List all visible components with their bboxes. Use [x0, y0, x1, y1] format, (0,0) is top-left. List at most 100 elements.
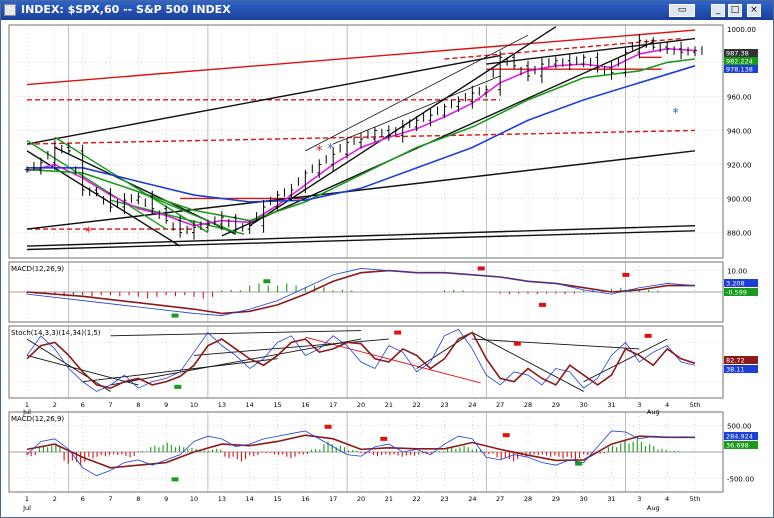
x-tick-label: 24: [468, 495, 476, 503]
last-value-label: 3.208: [726, 280, 745, 288]
last-value-box: [724, 365, 758, 373]
trendline: [26, 29, 696, 86]
price-tick-label: 960.00: [727, 93, 752, 101]
x-tick-label: 13: [218, 401, 226, 409]
x-tick-label: 14: [246, 495, 254, 503]
macd-tick-label: 500.00: [727, 423, 752, 431]
signal-marker: [174, 384, 182, 389]
last-value-box: [724, 432, 758, 440]
last-value-box: [724, 57, 758, 65]
x-tick-label: 22: [413, 401, 421, 409]
stoch-fast-line: [26, 328, 696, 392]
x-tick-label: 1: [25, 401, 29, 409]
last-value-label: 987.38: [726, 50, 749, 58]
pane-frame-0: [8, 24, 724, 259]
restore-button[interactable]: ▭: [669, 4, 695, 17]
x-tick-label: 17: [329, 401, 337, 409]
last-value-box: [724, 279, 758, 287]
x-tick-label: 7: [108, 495, 112, 503]
stoch-trendline: [26, 338, 111, 392]
last-value-box: [724, 288, 758, 296]
signal-marker: [394, 330, 402, 335]
x-tick-label: 6: [81, 401, 85, 409]
last-value-label: 38.11: [726, 366, 745, 374]
x-tick-label: 8: [136, 401, 140, 409]
last-value-label: 36.698: [726, 442, 749, 450]
x-tick-label: 13: [218, 495, 226, 503]
trendline: [486, 37, 696, 65]
signal-marker: [644, 333, 652, 338]
pane-title: MACD(12,26,9): [11, 415, 64, 423]
last-value-box: [724, 49, 758, 57]
signal-marker: [477, 266, 485, 271]
x-tick-label: 4: [665, 495, 669, 503]
last-value-box: [724, 441, 758, 449]
x-tick-label: 23: [440, 401, 448, 409]
pane-title: Stoch(14,3,3)(14,34)(1,5): [11, 329, 101, 337]
stoch-trendline: [82, 358, 278, 383]
x-tick-label: 17: [329, 495, 337, 503]
trendline: [26, 224, 696, 247]
signal-marker: [538, 302, 546, 307]
x-tick-label: 5th: [690, 495, 701, 503]
maximize-button[interactable]: □: [728, 4, 742, 17]
stoch-trendline: [26, 355, 139, 386]
x-tick-label: 10: [190, 401, 198, 409]
x-tick-label: 24: [468, 401, 476, 409]
last-value-label: 982.224: [726, 58, 753, 66]
signal-marker: [622, 272, 630, 277]
minimize-button[interactable]: _: [711, 4, 725, 17]
x-tick-label: 16: [301, 495, 309, 503]
stoch-trendline: [193, 338, 389, 356]
signal-marker: [263, 279, 271, 284]
macd-tick-label: -500.00: [727, 475, 754, 483]
x-tick-label: 27: [496, 495, 504, 503]
x-month-label: Aug: [647, 504, 660, 512]
window-title: INDEX: $SPX,60 -- S&P 500 INDEX: [21, 3, 231, 16]
signal-marker: [171, 313, 179, 318]
signal-marker: [575, 461, 583, 466]
pane-title: MACD(12,26,9): [11, 265, 64, 273]
last-value-label: 284.924: [726, 433, 753, 441]
x-tick-label: 3: [637, 401, 641, 409]
star-marker: *: [316, 144, 323, 159]
x-tick-label: 21: [385, 495, 393, 503]
x-month-label: Aug: [647, 408, 660, 416]
pane-frame-2: [8, 325, 724, 399]
trendline: [54, 136, 209, 234]
close-button[interactable]: ×: [747, 4, 761, 17]
title-bar[interactable]: INDEX: $SPX,60 -- S&P 500 INDEX ▭ _ □ ×: [1, 1, 773, 20]
ma-green: [26, 58, 696, 222]
stoch-trendline: [110, 330, 362, 337]
star-marker: *: [85, 225, 92, 240]
app-icon[interactable]: [4, 4, 16, 16]
signal-marker: [171, 477, 179, 482]
trendline: [305, 34, 529, 152]
x-tick-label: 30: [580, 401, 588, 409]
x-tick-label: 9: [164, 401, 168, 409]
price-tick-label: 900.00: [727, 195, 752, 203]
macd-line: [26, 268, 696, 316]
x-tick-label: 9: [164, 495, 168, 503]
x-tick-label: 2: [53, 495, 57, 503]
last-value-box: [724, 65, 758, 73]
x-tick-label: 5th: [690, 401, 701, 409]
macd-tick-label: 10.00: [727, 268, 747, 276]
stoch-trendline: [416, 332, 473, 369]
last-value-label: 978.138: [726, 66, 753, 74]
chart-area[interactable]: MACD(12,26,9) Stoch(14,3,3)(14,34)(1,5) MA…: [1, 20, 773, 517]
trendline: [26, 54, 501, 145]
price-tick-label: 920.00: [727, 161, 752, 169]
x-tick-label: 2: [53, 401, 57, 409]
price-tick-label: 940.00: [727, 127, 752, 135]
x-tick-label: 29: [552, 495, 560, 503]
stoch-trendline: [110, 338, 362, 386]
x-tick-label: 27: [496, 401, 504, 409]
star-marker: *: [327, 142, 334, 157]
x-tick-label: 31: [607, 495, 615, 503]
x-month-label: Jul: [22, 504, 31, 512]
stoch-trendline: [583, 338, 668, 383]
x-tick-label: 10: [190, 495, 198, 503]
x-tick-label: 23: [440, 495, 448, 503]
x-tick-label: 29: [552, 401, 560, 409]
